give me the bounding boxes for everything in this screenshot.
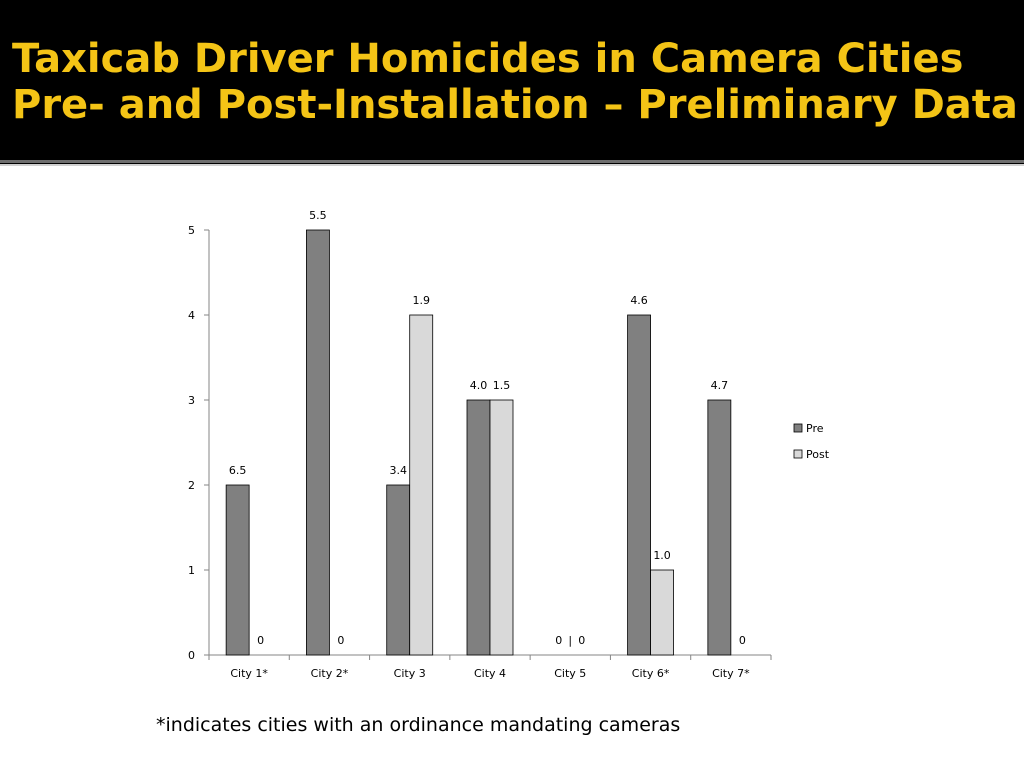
- data-label-pre: 5.5: [309, 209, 327, 222]
- y-tick-label: 3: [188, 394, 195, 407]
- x-tick-label: City 5: [554, 667, 586, 680]
- bar-post: [650, 569, 674, 656]
- y-tick-label: 4: [188, 309, 195, 322]
- legend-swatch-post: [793, 449, 803, 459]
- y-tick-label: 2: [188, 479, 195, 492]
- y-tick-label: 0: [188, 649, 195, 662]
- data-label-pre: 4.7: [711, 379, 729, 392]
- bar-pre: [627, 314, 651, 656]
- slide-title-line-2: Pre- and Post-Installation – Preliminary…: [12, 82, 1018, 128]
- data-label-post: 1.9: [412, 294, 430, 307]
- data-label-post: 0: [337, 634, 344, 647]
- x-tick-label: City 6*: [632, 667, 670, 680]
- y-tick-label: 1: [188, 564, 195, 577]
- data-label-pre: 3.4: [389, 464, 407, 477]
- divider-light: [0, 164, 1024, 166]
- y-tick-label: 5: [188, 224, 195, 237]
- bar-pre: [225, 484, 250, 656]
- data-label-post: 1.5: [493, 379, 511, 392]
- title-bar: Taxicab Driver Homicides in Camera Citie…: [0, 0, 1024, 160]
- annotation-separator: |: [568, 634, 572, 647]
- data-label-post: 0: [257, 634, 264, 647]
- legend-label-pre: Pre: [806, 422, 824, 435]
- bar-chart: 0 1 2 3 4 5 City 1* City 2* City 3 City 4 City 5 Ci…: [188, 209, 830, 680]
- data-label-post: 0: [739, 634, 746, 647]
- slide-title: Taxicab Driver Homicides in Camera Citie…: [12, 36, 1018, 128]
- data-label-pre: 6.5: [229, 464, 247, 477]
- x-tick-label: City 1*: [230, 667, 268, 680]
- x-tick-label: City 3: [394, 667, 426, 680]
- x-tick-label: City 2*: [311, 667, 349, 680]
- data-label-post: 1.0: [653, 549, 671, 562]
- bar-post: [409, 314, 434, 656]
- slide-title-line-1: Taxicab Driver Homicides in Camera Citie…: [12, 36, 964, 82]
- bar-post: [489, 399, 514, 656]
- legend-swatch-pre: [793, 423, 803, 433]
- divider-dark: [0, 160, 1024, 163]
- x-tick-label: City 7*: [712, 667, 750, 680]
- data-label-pre: 4.6: [630, 294, 648, 307]
- x-tick-label: City 4: [474, 667, 506, 680]
- data-label-post: 0: [578, 634, 585, 647]
- data-label-pre: 0: [555, 634, 562, 647]
- footnote: *indicates cities with an ordinance mand…: [156, 714, 681, 736]
- legend-label-post: Post: [806, 448, 830, 461]
- bar-pre: [306, 229, 330, 656]
- bar-pre: [707, 399, 732, 656]
- bar-pre: [386, 484, 411, 656]
- data-label-pre: 4.0: [470, 379, 488, 392]
- bar-pre: [466, 399, 491, 656]
